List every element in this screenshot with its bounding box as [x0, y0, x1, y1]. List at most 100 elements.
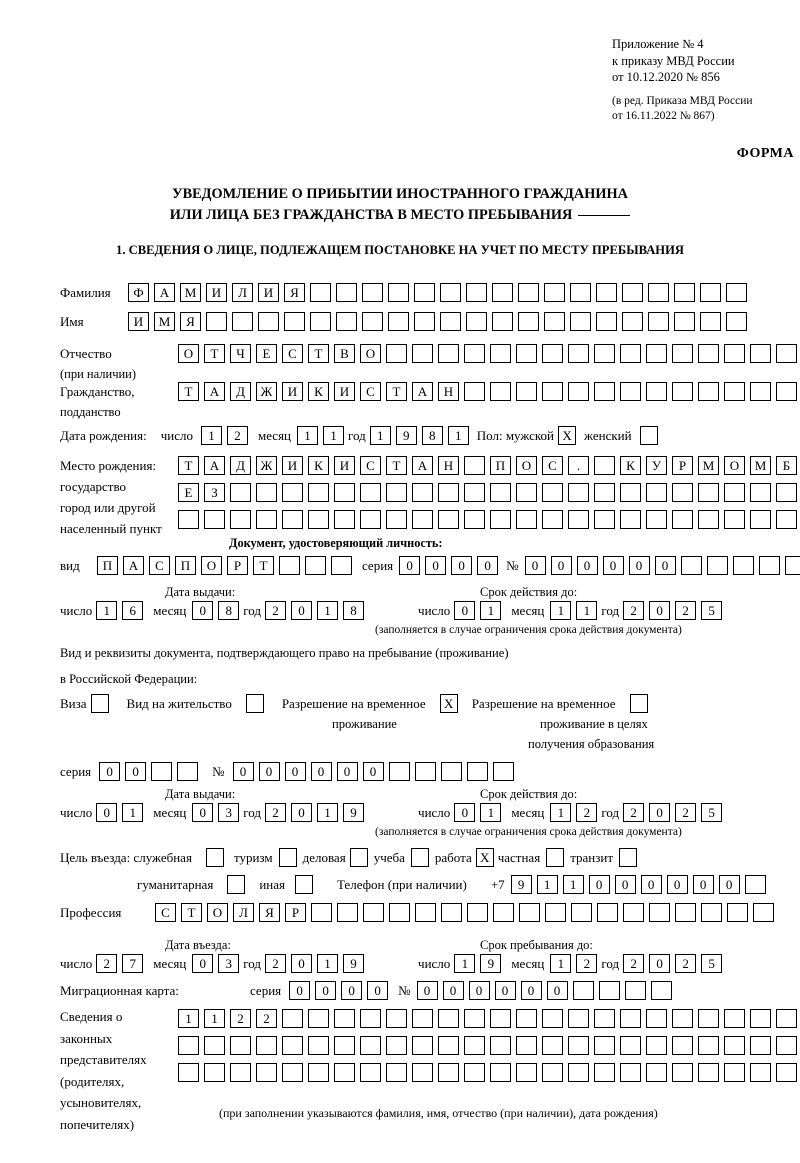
form-cell[interactable]	[672, 1036, 693, 1055]
form-cell[interactable]	[386, 1009, 407, 1028]
form-cell[interactable]	[672, 483, 693, 502]
form-cell[interactable]: 1	[297, 426, 319, 445]
form-cell[interactable]: Ф	[128, 283, 149, 302]
form-cell[interactable]	[727, 903, 748, 922]
form-cell[interactable]	[334, 1036, 355, 1055]
form-cell[interactable]	[542, 483, 563, 502]
form-cell[interactable]	[648, 312, 669, 331]
form-cell[interactable]: Р	[285, 903, 306, 922]
form-cell[interactable]: 2	[675, 954, 697, 973]
form-cell[interactable]: 1	[562, 875, 584, 894]
form-cell[interactable]: .	[568, 456, 589, 475]
form-cell[interactable]	[308, 1009, 329, 1028]
form-cell[interactable]	[620, 382, 641, 401]
form-cell[interactable]	[516, 1036, 537, 1055]
form-cell[interactable]	[490, 382, 511, 401]
form-cell[interactable]	[490, 1009, 511, 1028]
form-cell[interactable]	[256, 1063, 277, 1082]
form-cell[interactable]: 0	[416, 981, 438, 1000]
form-cell[interactable]	[570, 312, 591, 331]
form-cell[interactable]: 0	[232, 762, 254, 781]
form-cell[interactable]: Е	[256, 344, 277, 363]
form-cell[interactable]: 0	[442, 981, 464, 1000]
form-cell[interactable]	[414, 312, 435, 331]
form-cell[interactable]	[386, 510, 407, 529]
form-cell[interactable]	[177, 762, 199, 781]
purpose-transit-checkbox[interactable]	[619, 848, 638, 867]
form-cell[interactable]	[594, 382, 615, 401]
form-cell[interactable]: 0	[362, 762, 384, 781]
form-cell[interactable]	[415, 903, 436, 922]
form-cell[interactable]: О	[207, 903, 228, 922]
form-cell[interactable]	[282, 1063, 303, 1082]
form-cell[interactable]: К	[308, 456, 329, 475]
form-cell[interactable]	[516, 1063, 537, 1082]
form-cell[interactable]: 1	[200, 426, 222, 445]
form-cell[interactable]	[360, 510, 381, 529]
form-cell[interactable]	[362, 283, 383, 302]
form-cell[interactable]: Т	[178, 456, 199, 475]
form-cell[interactable]	[594, 1036, 615, 1055]
form-cell[interactable]	[594, 456, 615, 475]
form-cell[interactable]	[412, 483, 433, 502]
form-cell[interactable]: 2	[576, 954, 598, 973]
form-cell[interactable]: С	[282, 344, 303, 363]
form-cell[interactable]	[308, 510, 329, 529]
form-cell[interactable]	[646, 382, 667, 401]
form-cell[interactable]	[622, 283, 643, 302]
form-cell[interactable]: 8	[218, 601, 240, 620]
form-cell[interactable]	[334, 483, 355, 502]
form-cell[interactable]	[305, 556, 326, 575]
form-cell[interactable]	[568, 344, 589, 363]
form-cell[interactable]	[542, 1036, 563, 1055]
form-cell[interactable]	[568, 483, 589, 502]
form-cell[interactable]: 6	[122, 601, 144, 620]
form-cell[interactable]: О	[201, 556, 222, 575]
form-cell[interactable]	[646, 1063, 667, 1082]
form-cell[interactable]: 0	[628, 556, 650, 575]
form-cell[interactable]	[516, 1009, 537, 1028]
form-cell[interactable]: 2	[623, 601, 645, 620]
form-cell[interactable]	[698, 510, 719, 529]
form-cell[interactable]: С	[360, 456, 381, 475]
form-cell[interactable]	[674, 312, 695, 331]
form-cell[interactable]	[204, 1063, 225, 1082]
form-cell[interactable]	[516, 483, 537, 502]
form-cell[interactable]: И	[128, 312, 149, 331]
form-cell[interactable]	[360, 1036, 381, 1055]
form-cell[interactable]: 0	[649, 601, 671, 620]
form-cell[interactable]: С	[360, 382, 381, 401]
form-cell[interactable]	[726, 283, 747, 302]
purpose-study-checkbox[interactable]	[410, 848, 429, 867]
form-cell[interactable]: 1	[480, 803, 502, 822]
form-cell[interactable]	[256, 510, 277, 529]
form-cell[interactable]	[568, 1063, 589, 1082]
form-cell[interactable]: 3	[218, 954, 240, 973]
form-cell[interactable]	[571, 903, 592, 922]
form-cell[interactable]	[776, 483, 797, 502]
birth-place-row-3[interactable]	[178, 510, 797, 529]
form-cell[interactable]: И	[282, 382, 303, 401]
form-cell[interactable]	[672, 382, 693, 401]
form-cell[interactable]: Ч	[230, 344, 251, 363]
form-cell[interactable]	[672, 510, 693, 529]
form-cell[interactable]	[466, 283, 487, 302]
sex-male-checkbox[interactable]: X	[558, 426, 577, 445]
form-cell[interactable]	[698, 1063, 719, 1082]
form-cell[interactable]	[388, 762, 410, 781]
form-cell[interactable]: А	[412, 456, 433, 475]
legal-rep-row-3[interactable]	[178, 1063, 797, 1082]
purpose-tourism-checkbox[interactable]	[278, 848, 297, 867]
form-cell[interactable]	[675, 903, 696, 922]
form-cell[interactable]: К	[308, 382, 329, 401]
purpose-other-checkbox[interactable]	[294, 875, 313, 894]
